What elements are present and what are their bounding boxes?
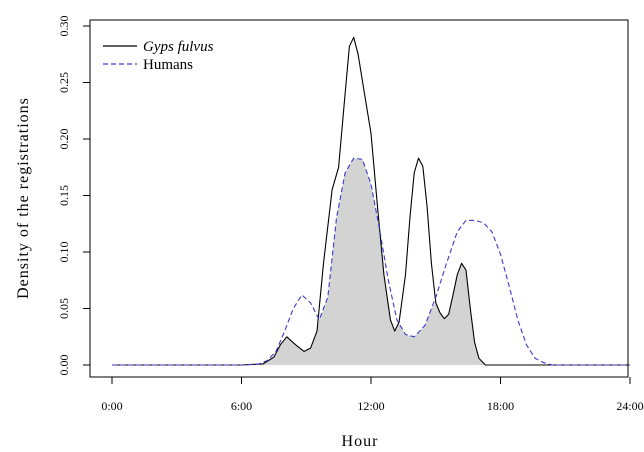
y-tick-label: 0.25: [57, 72, 71, 93]
y-tick-label: 0.00: [57, 355, 71, 376]
series-line-gyps-fulvus: [112, 36, 630, 366]
plot-frame: [89, 19, 629, 378]
overlap-area-layer: [112, 158, 630, 365]
y-tick-label: 0.10: [57, 242, 71, 263]
x-axis-title: Hour: [342, 433, 379, 450]
legend-label-gyps-fulvus: Gyps fulvus: [143, 39, 214, 55]
legend-label-humans: Humans: [143, 57, 193, 73]
x-axis: 0:00 6:00 12:00 18:00 24:00: [101, 377, 644, 413]
x-tick-label: 18:00: [487, 399, 514, 413]
y-tick-label: 0.30: [57, 16, 71, 37]
y-tick-label: 0.20: [57, 129, 71, 150]
legend: Gyps fulvus Humans: [103, 39, 214, 73]
x-tick-label: 24:00: [616, 399, 643, 413]
y-tick-label: 0.05: [57, 298, 71, 319]
x-tick-label: 6:00: [231, 399, 252, 413]
y-axis: 0.00 0.05 0.10 0.15 0.20 0.25 0.30: [57, 16, 90, 376]
overlap-area: [112, 158, 630, 365]
x-tick-label: 0:00: [101, 399, 122, 413]
y-tick-label: 0.15: [57, 185, 71, 206]
x-tick-label: 12:00: [357, 399, 384, 413]
series-line-humans: [112, 157, 630, 366]
y-axis-title: Density of the registrations: [15, 97, 32, 299]
series-lines-layer: [112, 36, 630, 366]
